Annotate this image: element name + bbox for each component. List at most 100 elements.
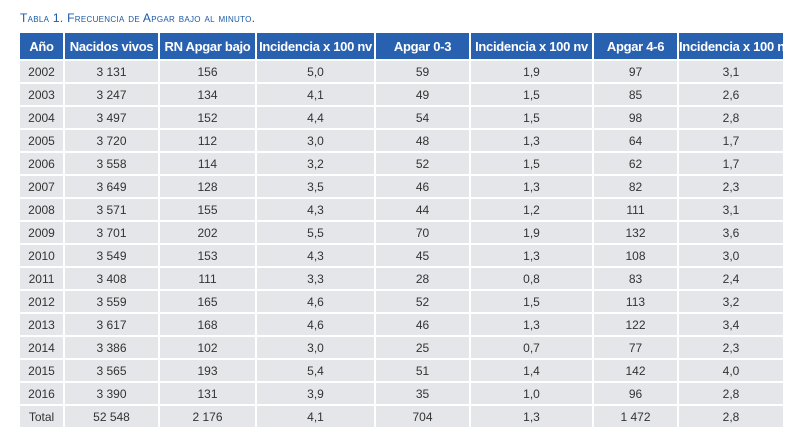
total-row: Total 52 548 2 176 4,1 704 1,3 1 472 2,8 xyxy=(20,406,783,429)
cell-incidence-low-apgar: 4,1 xyxy=(257,406,376,429)
cell-incidence-0-3: 1,0 xyxy=(471,383,594,406)
table-caption: Tabla 1. Frecuencia de Apgar bajo al min… xyxy=(20,11,256,25)
cell-incidence-0-3: 1,3 xyxy=(471,314,594,337)
cell-year: 2005 xyxy=(20,130,65,153)
cell-low-apgar: 156 xyxy=(160,61,257,84)
cell-incidence-4-6: 3,6 xyxy=(679,222,783,245)
cell-apgar-4-6: 77 xyxy=(594,337,679,360)
cell-incidence-low-apgar: 5,0 xyxy=(257,61,376,84)
cell-live-births: 3 565 xyxy=(65,360,160,383)
cell-live-births: 3 408 xyxy=(65,268,160,291)
cell-apgar-0-3: 52 xyxy=(376,291,471,314)
cell-incidence-4-6: 2,8 xyxy=(679,406,783,429)
cell-incidence-low-apgar: 3,0 xyxy=(257,130,376,153)
cell-apgar-0-3: 54 xyxy=(376,107,471,130)
cell-incidence-low-apgar: 3,5 xyxy=(257,176,376,199)
cell-apgar-4-6: 85 xyxy=(594,84,679,107)
cell-incidence-4-6: 3,1 xyxy=(679,199,783,222)
column-header-year: Año xyxy=(20,33,65,61)
table-row: 2009 3 701 202 5,5 70 1,9 132 3,6 xyxy=(20,222,783,245)
cell-low-apgar: 102 xyxy=(160,337,257,360)
cell-apgar-0-3: 44 xyxy=(376,199,471,222)
table-row: 2005 3 720 112 3,0 48 1,3 64 1,7 xyxy=(20,130,783,153)
cell-live-births: 3 701 xyxy=(65,222,160,245)
cell-low-apgar: 153 xyxy=(160,245,257,268)
cell-year: 2007 xyxy=(20,176,65,199)
table-row: 2011 3 408 111 3,3 28 0,8 83 2,4 xyxy=(20,268,783,291)
cell-incidence-low-apgar: 4,4 xyxy=(257,107,376,130)
cell-incidence-low-apgar: 4,6 xyxy=(257,314,376,337)
cell-live-births: 3 549 xyxy=(65,245,160,268)
cell-live-births: 3 617 xyxy=(65,314,160,337)
cell-incidence-0-3: 1,3 xyxy=(471,176,594,199)
cell-year: 2015 xyxy=(20,360,65,383)
cell-apgar-0-3: 48 xyxy=(376,130,471,153)
cell-apgar-0-3: 59 xyxy=(376,61,471,84)
cell-year: 2012 xyxy=(20,291,65,314)
cell-apgar-4-6: 1 472 xyxy=(594,406,679,429)
cell-low-apgar: 193 xyxy=(160,360,257,383)
cell-incidence-4-6: 3,4 xyxy=(679,314,783,337)
table-row: 2002 3 131 156 5,0 59 1,9 97 3,1 xyxy=(20,61,783,84)
cell-incidence-4-6: 1,7 xyxy=(679,153,783,176)
cell-incidence-4-6: 3,1 xyxy=(679,61,783,84)
cell-incidence-4-6: 4,0 xyxy=(679,360,783,383)
cell-live-births: 3 649 xyxy=(65,176,160,199)
cell-low-apgar: 128 xyxy=(160,176,257,199)
cell-year: 2014 xyxy=(20,337,65,360)
cell-year: 2008 xyxy=(20,199,65,222)
cell-apgar-4-6: 82 xyxy=(594,176,679,199)
cell-incidence-0-3: 1,5 xyxy=(471,84,594,107)
cell-year: 2011 xyxy=(20,268,65,291)
cell-low-apgar: 152 xyxy=(160,107,257,130)
table-row: 2003 3 247 134 4,1 49 1,5 85 2,6 xyxy=(20,84,783,107)
table-row: 2006 3 558 114 3,2 52 1,5 62 1,7 xyxy=(20,153,783,176)
cell-live-births: 3 247 xyxy=(65,84,160,107)
cell-apgar-4-6: 132 xyxy=(594,222,679,245)
apgar-frequency-table: Año Nacidos vivos RN Apgar bajo Incidencia … xyxy=(20,33,783,429)
cell-incidence-0-3: 1,3 xyxy=(471,130,594,153)
cell-apgar-0-3: 28 xyxy=(376,268,471,291)
cell-incidence-0-3: 1,2 xyxy=(471,199,594,222)
cell-apgar-0-3: 704 xyxy=(376,406,471,429)
cell-incidence-0-3: 1,5 xyxy=(471,291,594,314)
cell-live-births: 3 497 xyxy=(65,107,160,130)
cell-incidence-low-apgar: 4,3 xyxy=(257,245,376,268)
cell-low-apgar: 114 xyxy=(160,153,257,176)
cell-incidence-0-3: 1,9 xyxy=(471,222,594,245)
table-row: 2007 3 649 128 3,5 46 1,3 82 2,3 xyxy=(20,176,783,199)
cell-live-births: 3 720 xyxy=(65,130,160,153)
cell-incidence-0-3: 0,7 xyxy=(471,337,594,360)
cell-apgar-4-6: 111 xyxy=(594,199,679,222)
table-header: Año Nacidos vivos RN Apgar bajo Incidencia … xyxy=(20,33,783,61)
cell-apgar-4-6: 108 xyxy=(594,245,679,268)
cell-year: 2006 xyxy=(20,153,65,176)
column-header-apgar-0-3: Apgar 0-3 xyxy=(376,33,471,61)
cell-low-apgar: 165 xyxy=(160,291,257,314)
column-header-incidence-4-6: Incidencia x 100 nv xyxy=(679,33,783,61)
cell-incidence-4-6: 2,8 xyxy=(679,107,783,130)
cell-incidence-low-apgar: 5,5 xyxy=(257,222,376,245)
cell-incidence-0-3: 1,5 xyxy=(471,107,594,130)
table-row: 2013 3 617 168 4,6 46 1,3 122 3,4 xyxy=(20,314,783,337)
cell-apgar-4-6: 62 xyxy=(594,153,679,176)
cell-live-births: 3 131 xyxy=(65,61,160,84)
cell-incidence-4-6: 2,6 xyxy=(679,84,783,107)
table-row: 2015 3 565 193 5,4 51 1,4 142 4,0 xyxy=(20,360,783,383)
table-row: 2010 3 549 153 4,3 45 1,3 108 3,0 xyxy=(20,245,783,268)
column-header-incidence-0-3: Incidencia x 100 nv xyxy=(471,33,594,61)
cell-live-births: 3 386 xyxy=(65,337,160,360)
cell-low-apgar: 111 xyxy=(160,268,257,291)
cell-apgar-4-6: 113 xyxy=(594,291,679,314)
cell-apgar-0-3: 46 xyxy=(376,314,471,337)
cell-incidence-4-6: 1,7 xyxy=(679,130,783,153)
cell-incidence-0-3: 1,3 xyxy=(471,245,594,268)
cell-apgar-0-3: 45 xyxy=(376,245,471,268)
cell-year: Total xyxy=(20,406,65,429)
cell-apgar-4-6: 142 xyxy=(594,360,679,383)
header-row: Año Nacidos vivos RN Apgar bajo Incidencia … xyxy=(20,33,783,61)
cell-incidence-0-3: 1,4 xyxy=(471,360,594,383)
cell-incidence-4-6: 2,3 xyxy=(679,176,783,199)
cell-incidence-low-apgar: 3,3 xyxy=(257,268,376,291)
cell-apgar-0-3: 51 xyxy=(376,360,471,383)
